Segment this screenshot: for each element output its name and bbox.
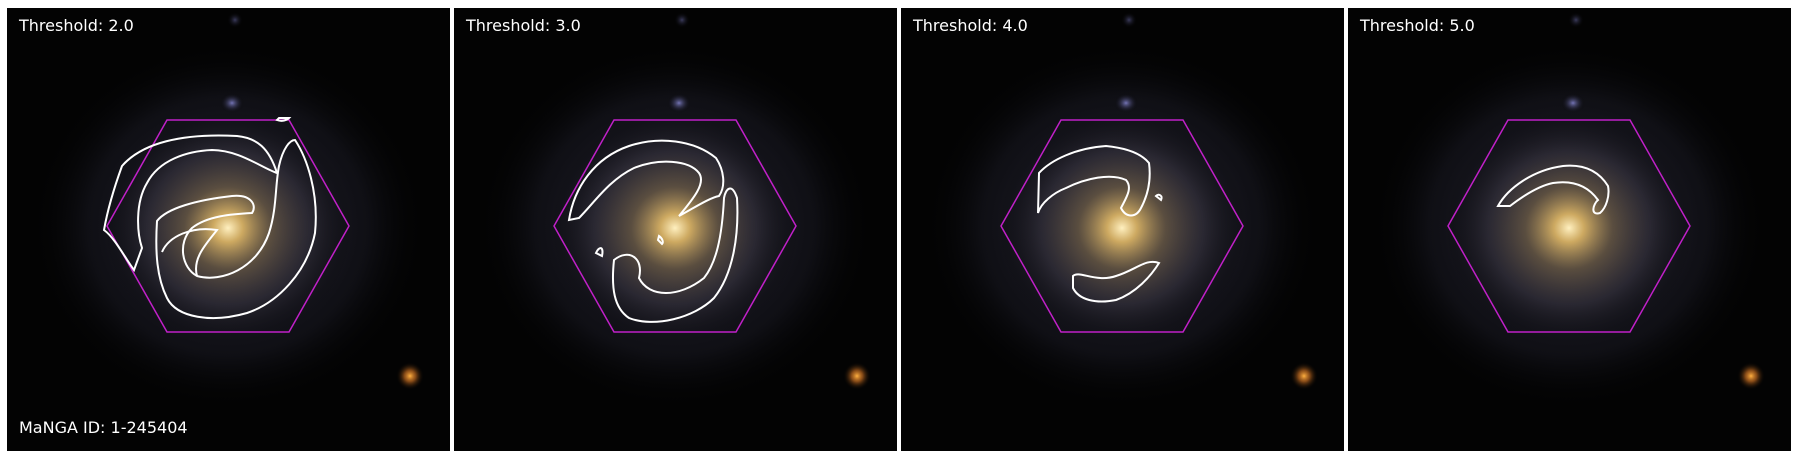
galaxy-image bbox=[7, 8, 450, 451]
threshold-label: Threshold: 5.0 bbox=[1360, 16, 1475, 35]
panel-threshold-4: Threshold: 4.0 bbox=[901, 8, 1344, 451]
contour-lines bbox=[567, 139, 739, 323]
panel-threshold-2: Threshold: 2.0 MaNGA ID: 1-245404 bbox=[7, 8, 450, 451]
galaxy-image bbox=[901, 8, 1344, 451]
threshold-label: Threshold: 3.0 bbox=[466, 16, 581, 35]
contour-lines bbox=[102, 117, 317, 319]
ifu-hexagon bbox=[1447, 119, 1691, 333]
galaxy-image bbox=[1348, 8, 1791, 451]
contour-lines bbox=[1037, 144, 1163, 303]
panel-threshold-5: Threshold: 5.0 bbox=[1348, 8, 1791, 451]
ifu-hexagon bbox=[106, 119, 350, 333]
galaxy-id-label: MaNGA ID: 1-245404 bbox=[19, 418, 188, 437]
galaxy-image bbox=[454, 8, 897, 451]
threshold-label: Threshold: 2.0 bbox=[19, 16, 134, 35]
contour-lines bbox=[1496, 164, 1610, 215]
panel-threshold-3: Threshold: 3.0 bbox=[454, 8, 897, 451]
ifu-hexagon bbox=[553, 119, 797, 333]
ifu-hexagon bbox=[1000, 119, 1244, 333]
threshold-label: Threshold: 4.0 bbox=[913, 16, 1028, 35]
